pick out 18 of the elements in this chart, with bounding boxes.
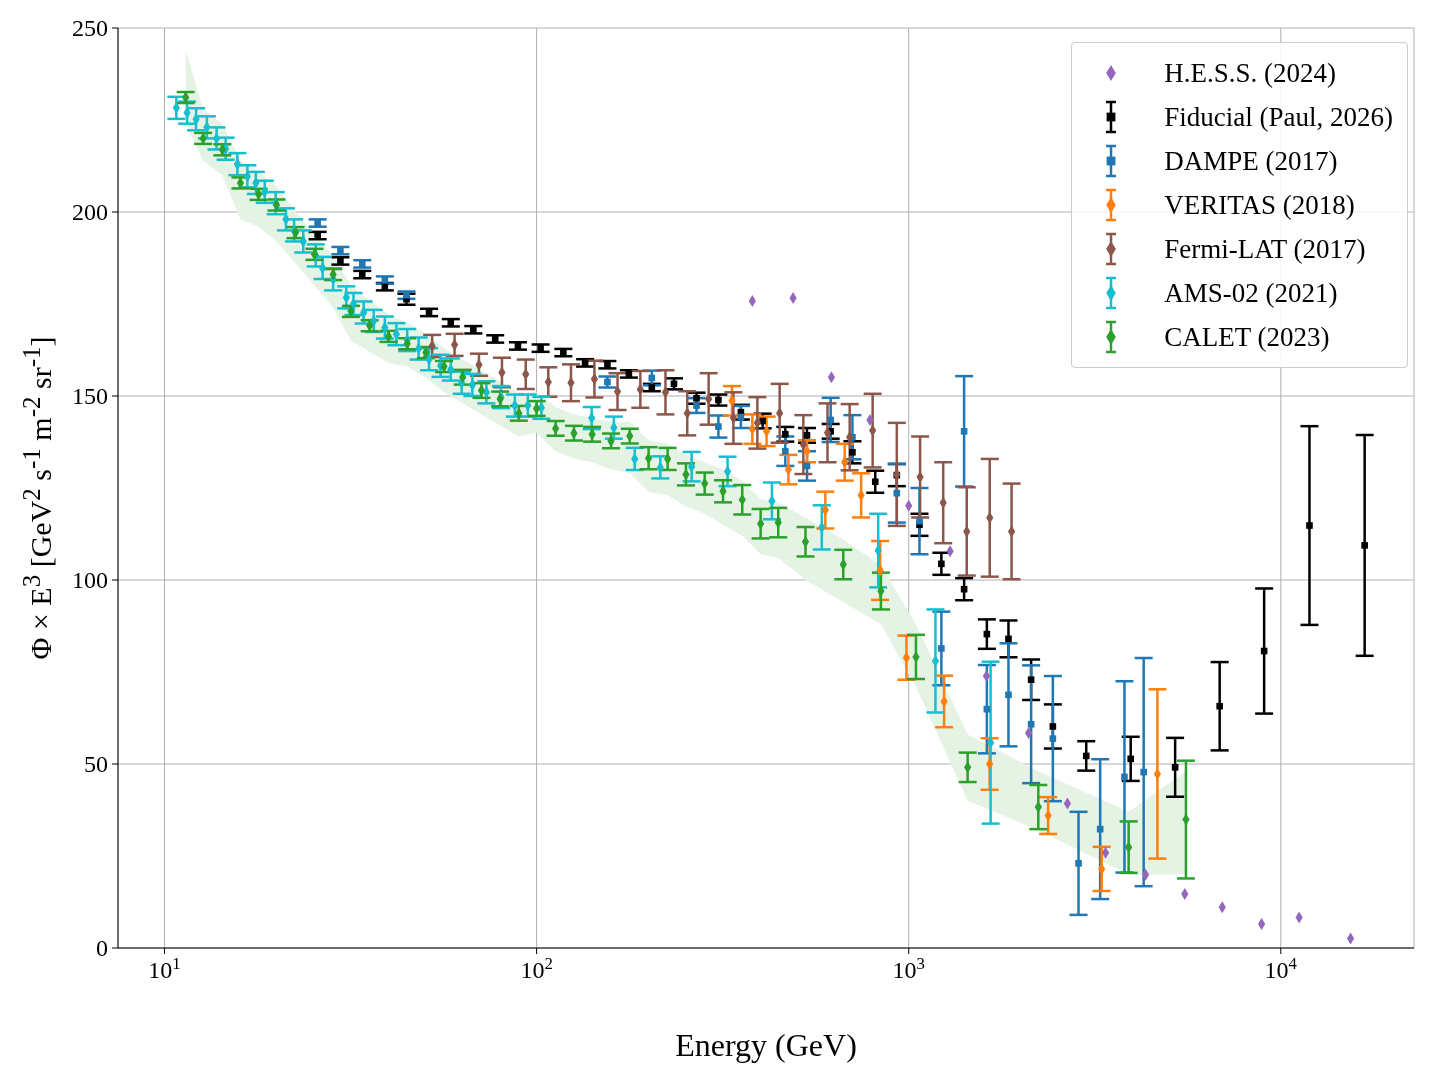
y-tick-label: 50 — [84, 751, 108, 777]
y-tick-label: 200 — [72, 199, 108, 225]
y-tick-label: 0 — [96, 935, 108, 961]
x-tick-label: 10$^{4}$ — [1264, 953, 1298, 983]
legend-label: CALET (2023) — [1164, 321, 1330, 353]
y-tick-label: 250 — [72, 15, 108, 41]
x-tick-label: 10$^{2}$ — [520, 953, 553, 983]
y-tick-label: 100 — [72, 567, 108, 593]
legend-label: Fermi-LAT (2017) — [1164, 233, 1366, 265]
x-axis-title: Energy (GeV) — [674, 1027, 858, 1064]
legend-label: Fiducial (Paul, 2026) — [1164, 101, 1393, 133]
legend-label: H.E.S.S. (2024) — [1164, 57, 1337, 89]
legend-label: VERITAS (2018) — [1164, 189, 1355, 221]
legend-label: DAMPE (2017) — [1164, 145, 1338, 177]
legend-label: AMS-02 (2021) — [1164, 277, 1338, 309]
x-tick-label: 10$^{1}$ — [148, 953, 181, 983]
x-tick-label: 10$^{3}$ — [892, 953, 925, 983]
y-tick-label: 150 — [72, 383, 108, 409]
